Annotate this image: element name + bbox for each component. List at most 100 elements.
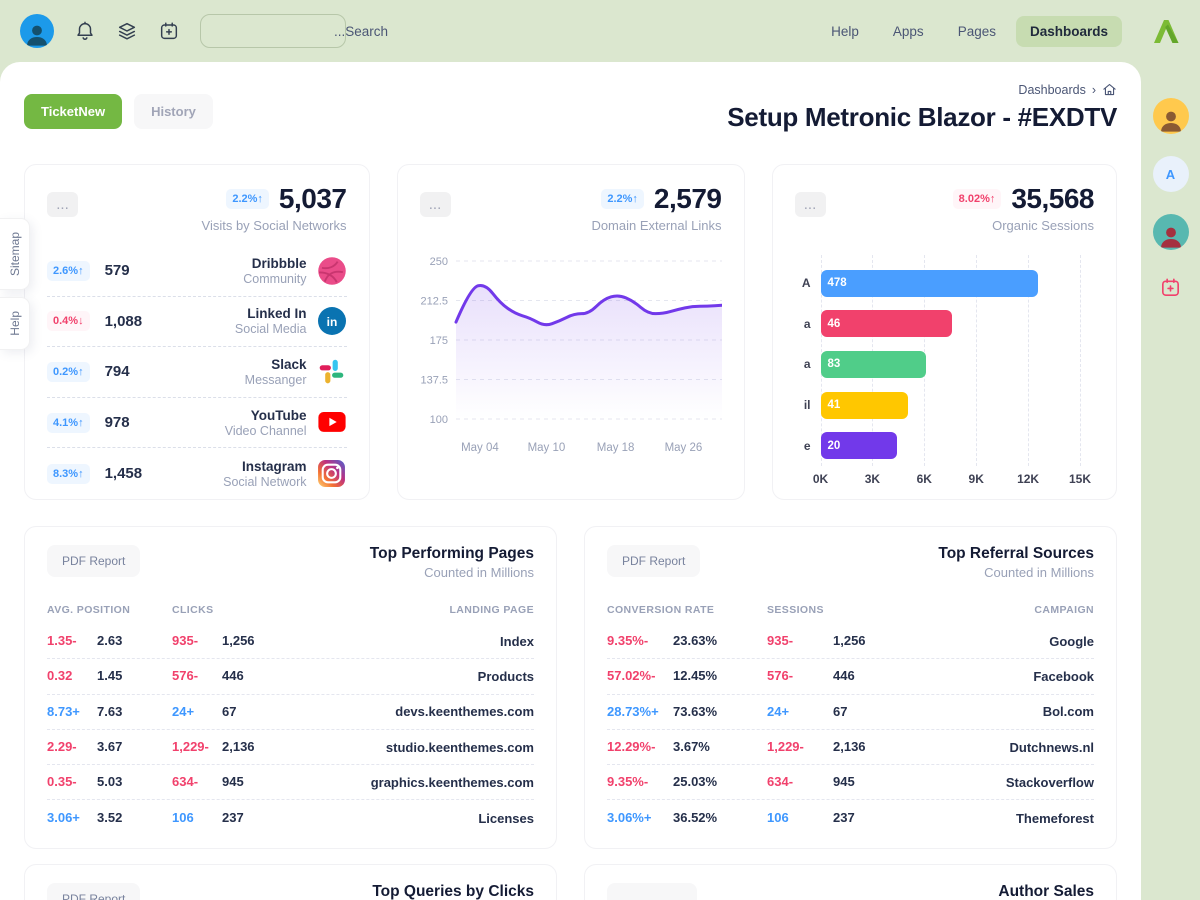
delta-value: 24+ — [172, 703, 195, 719]
table-top-referral-sources: PDF Report Top Referral Sources Counted … — [584, 526, 1117, 849]
bar-value-label: 20 — [827, 439, 841, 452]
page-title: Setup Metronic Blazor - #EXDTV — [727, 102, 1117, 132]
social-category: Social Media — [234, 322, 307, 337]
cell-value: 23.63% — [673, 633, 718, 649]
nav-apps[interactable]: Apps — [892, 23, 924, 39]
user-avatar[interactable] — [20, 14, 54, 48]
person-icon — [1160, 111, 1181, 132]
cell-value: 237 — [222, 810, 244, 826]
delta-value: 28.73%+ — [607, 703, 659, 719]
search-input[interactable] — [211, 23, 388, 39]
svg-text:in: in — [326, 315, 337, 329]
social-value: 1,458 — [104, 465, 143, 483]
card-menu-button[interactable]: ... — [47, 192, 78, 217]
ticketnew-button[interactable]: TicketNew — [24, 94, 123, 129]
card-total: 2,579 — [653, 183, 722, 214]
bar-category-label: A — [801, 276, 811, 291]
delta-value: 3.06+ — [47, 810, 80, 826]
sitemap-tab[interactable]: Sitemap — [0, 218, 30, 291]
cell-value: 446 — [222, 668, 244, 684]
help-tab[interactable]: Help — [0, 297, 30, 350]
table-column-headers: CONVERSION RATE SESSIONS CAMPAIGN — [607, 604, 1094, 616]
nav-pages[interactable]: Pages — [957, 23, 996, 39]
social-row-slack: 0.2%↑ 794 Slack Messanger — [47, 347, 347, 398]
breadcrumb-dashboards[interactable]: Dashboards — [1018, 82, 1086, 97]
cell-value: 1,256 — [222, 633, 255, 649]
card-subtitle: Domain External Links — [591, 218, 722, 233]
apps-layers-button[interactable] — [116, 20, 138, 42]
rail-avatar-1[interactable] — [1152, 98, 1189, 134]
bar-category-label: il — [803, 398, 811, 413]
table-row: 0.35- 5.03 634- 945 graphics.keenthemes.com — [47, 765, 534, 801]
person-icon — [1160, 227, 1181, 248]
social-category: Messanger — [244, 372, 307, 387]
card-action-button[interactable] — [607, 883, 697, 900]
delta-value: 106 — [172, 810, 194, 826]
table-subtitle: Counted in Millions — [984, 565, 1094, 580]
table-column-headers: AVG. POSITION CLICKS LANDING PAGE — [47, 604, 534, 616]
history-button[interactable]: History — [134, 94, 213, 129]
cell-value: 12.45% — [673, 668, 718, 684]
cell-value: 5.03 — [97, 774, 123, 790]
table-row: 3.06+ 3.52 106 237 Licenses — [47, 800, 534, 835]
topbar: Help Apps Pages Dashboards — [0, 0, 1200, 62]
table-subtitle: Counted in Millions — [424, 565, 534, 580]
rail-avatar-initial[interactable]: A — [1152, 156, 1189, 192]
bar: 41 — [820, 391, 908, 419]
bell-icon — [77, 21, 93, 40]
social-name: Dribbble — [251, 255, 307, 271]
delta-badge: 8.3%↑ — [47, 463, 90, 484]
metronic-logo[interactable] — [1150, 16, 1182, 46]
cell-label: devs.keenthemes.com — [395, 704, 534, 720]
table-body: 1.35- 2.63 935- 1,256 Index 0.32 1.45 576- 446 Pr… — [47, 624, 534, 836]
area-chart: 250 212.5 175 137.5 100 May 04 May 10 May 18 May… — [420, 247, 723, 480]
delta-value: 0.35- — [47, 774, 77, 790]
cell-value: 945 — [222, 774, 244, 790]
table-row: 1.35- 2.63 935- 1,256 Index — [47, 624, 534, 660]
x-axis-tick: 15K — [1068, 471, 1092, 486]
rail-add-event-button[interactable] — [1159, 276, 1182, 302]
cell-label: Dutchnews.nl — [1009, 739, 1094, 755]
delta-value: 0.32 — [47, 668, 73, 684]
layers-icon — [118, 22, 136, 40]
card-menu-button[interactable]: ... — [794, 192, 826, 217]
slack-icon — [317, 357, 347, 387]
nav-dashboards[interactable]: Dashboards — [1015, 15, 1122, 47]
home-icon[interactable] — [1102, 82, 1117, 97]
svg-text:250: 250 — [429, 256, 447, 268]
delta-value: 935- — [767, 633, 794, 649]
bar-category-label: a — [803, 357, 811, 372]
engage-tabs: Sitemap Help — [0, 218, 30, 350]
delta-value: 24+ — [767, 703, 790, 719]
delta-value: 57.02%- — [607, 668, 656, 684]
cell-value: 1.45 — [97, 668, 123, 684]
cell-value: 3.52 — [97, 810, 123, 826]
pdf-report-button[interactable]: PDF Report — [47, 545, 141, 577]
pdf-report-button[interactable]: PDF Report — [607, 545, 701, 577]
card-title: Author Sales — [998, 883, 1094, 900]
svg-text:May 18: May 18 — [596, 442, 634, 454]
nav-help[interactable]: Help — [831, 23, 859, 39]
social-row-dribbble: 2.6%↑ 579 Dribbble Community — [47, 246, 347, 297]
svg-text:212.5: 212.5 — [420, 296, 448, 308]
notifications-button[interactable] — [74, 20, 96, 42]
pdf-report-button[interactable]: PDF Report — [47, 883, 141, 900]
cell-value: 2,136 — [222, 739, 255, 755]
cell-value: 2.63 — [97, 633, 123, 649]
rail-avatar-2[interactable] — [1152, 214, 1189, 250]
delta-value: 12.29%- — [607, 739, 656, 755]
social-category: Community — [243, 271, 307, 286]
table-row: 9.35%- 23.63% 935- 1,256 Google — [607, 624, 1094, 660]
add-event-button[interactable] — [158, 20, 180, 42]
delta-value: 3.06%+ — [607, 810, 652, 826]
main-panel: TicketNew History Dashboards › Setup Met… — [0, 62, 1141, 900]
table-row: 57.02%- 12.45% 576- 446 Facebook — [607, 659, 1094, 695]
delta-value: 106 — [767, 810, 789, 826]
bar-value-label: 83 — [827, 358, 841, 371]
card-menu-button[interactable]: ... — [419, 192, 451, 217]
search-box[interactable] — [200, 14, 388, 48]
social-category: Social Network — [223, 474, 307, 489]
delta-value: 576- — [767, 668, 794, 684]
